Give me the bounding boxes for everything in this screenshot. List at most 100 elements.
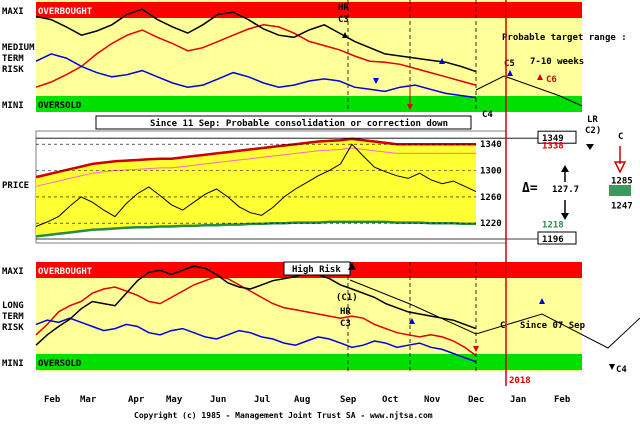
medium-c3-annotation: C3: [338, 15, 349, 25]
month-label-11: Jan: [510, 395, 526, 405]
long-red-series: [35, 275, 477, 357]
price-panel: 1349 1340 1338 1300 1285 1260 1247 1220 1218 1196…: [2, 115, 633, 245]
long-risk-label-2: TERM: [2, 312, 24, 322]
price-level-label-1260: 1260: [480, 193, 502, 203]
medium-blue-series: [35, 53, 477, 99]
month-label-3: May: [166, 395, 183, 405]
price-upper-inner: [35, 147, 476, 187]
long-blue-series: [35, 317, 477, 363]
medium-overbought-band: [36, 2, 582, 18]
delta-value: 127.7: [552, 185, 579, 195]
month-label-8: Oct: [382, 395, 398, 405]
price-level-label-1349: 1349: [542, 134, 564, 144]
price-level-label-1300: 1300: [480, 167, 502, 177]
c2-marker: [586, 144, 594, 150]
price-lower-band: [35, 220, 476, 238]
medium-maxi-label: MAXI: [2, 7, 24, 17]
month-label-10: Dec: [468, 395, 484, 405]
medium-red-series: [35, 24, 477, 88]
consolidation-banner-box: [95, 115, 472, 130]
price-close-line: [35, 143, 477, 227]
long-risk-label-1: LONG: [2, 301, 24, 311]
medium-blue-marker-1: [373, 78, 379, 84]
high-risk-marker: [348, 262, 356, 270]
long-c4-annotation: C4: [616, 365, 627, 375]
long-since-annotation: Since 07 Sep: [520, 320, 586, 331]
high-risk-label: High Risk: [292, 264, 341, 275]
long-grid: [347, 262, 477, 372]
long-mini-label: MINI: [2, 359, 24, 369]
long-oversold-label: OVERSOLD: [38, 359, 82, 369]
long-c4-marker: [609, 364, 615, 370]
long-c3-annotation: C3: [340, 319, 351, 329]
lr-label: LR: [587, 115, 598, 125]
medium-c6-marker: [537, 74, 543, 80]
month-label-6: Aug: [294, 395, 310, 405]
long-c1-annotation: (C1): [336, 293, 358, 303]
price-level-box-1349: [537, 130, 577, 144]
medium-risk-label-1: MEDIUM: [2, 43, 35, 53]
medium-hr-marker: [342, 32, 348, 38]
month-label-2: Apr: [128, 395, 145, 405]
price-band-fill: [36, 138, 476, 237]
long-blue-marker-1: [409, 318, 415, 324]
month-label-7: Sep: [340, 395, 357, 405]
medium-term-background: [36, 0, 582, 112]
consolidation-banner-text: Since 11 Sep: Probable consolidation or …: [150, 118, 448, 129]
price-level-label-1338: 1338: [542, 142, 564, 152]
price-level-label-1218: 1218: [542, 221, 564, 231]
medium-projection-line: [475, 75, 583, 107]
long-hr-annotation: HR: [340, 307, 351, 317]
c-red-arrow-head: [613, 161, 627, 174]
medium-hr-annotation: HR: [338, 3, 349, 13]
medium-c6-annotation: C6: [546, 75, 557, 85]
copyright-text: Copyright (c) 1985 - Management Joint Tr…: [134, 410, 433, 420]
c2-label: C2): [585, 126, 601, 136]
long-oversold-band: [36, 354, 582, 370]
price-level-label-1285: 1285: [611, 176, 633, 186]
month-label-5: Jul: [254, 395, 270, 405]
price-label: PRICE: [2, 181, 29, 191]
medium-risk-label-2: TERM: [2, 54, 24, 64]
medium-oversold-label: OVERSOLD: [38, 101, 82, 111]
medium-oversold-band: [36, 96, 582, 112]
year-2018-label: 2018: [509, 376, 531, 386]
long-blue-marker-2: [539, 298, 545, 304]
price-level-label-1220: 1220: [480, 219, 502, 229]
long-term-panel: OVERBOUGHT OVERSOLD MAXI MINI LONG TERM …: [2, 261, 640, 375]
target-green-box: [609, 185, 631, 196]
delta-symbol: Δ=: [522, 181, 538, 196]
target-range-label: Probable target range :: [502, 33, 627, 43]
medium-red-arrow-head: [407, 104, 413, 110]
price-level-box-1196: [537, 231, 577, 245]
long-maxi-label: MAXI: [2, 267, 24, 277]
month-label-0: Feb: [44, 395, 61, 405]
price-level-label-1196: 1196: [542, 235, 564, 245]
long-projection-line: [349, 279, 640, 349]
medium-c5-annotation: C5: [504, 59, 515, 69]
month-label-12: Feb: [554, 395, 571, 405]
long-term-background: [36, 262, 582, 372]
delta-arrow-up-head: [561, 165, 569, 172]
medium-c5-marker: [507, 70, 513, 76]
target-weeks-label: 7-10 weeks: [530, 57, 584, 67]
month-label-9: Nov: [424, 395, 441, 405]
medium-overbought-label: OVERBOUGHT: [38, 7, 93, 17]
price-levels: 1349 1340 1338 1300 1285 1260 1247 1220 1218 1196: [36, 130, 633, 245]
medium-mini-label: MINI: [2, 101, 24, 111]
month-axis: Feb Mar Apr May Jun Jul Aug Sep Oct Nov Dec Jan Feb: [44, 395, 571, 405]
long-overbought-label: OVERBOUGHT: [38, 267, 93, 277]
long-black-series: [35, 265, 477, 346]
month-label-4: Jun: [210, 395, 226, 405]
c-label: C: [618, 132, 623, 142]
medium-term-panel: OVERBOUGHT OVERSOLD MAXI MINI MEDIUM TER…: [2, 0, 627, 120]
long-risk-label-3: RISK: [2, 323, 24, 333]
medium-risk-label-3: RISK: [2, 65, 24, 75]
medium-blue-marker-2: [439, 58, 445, 64]
price-level-label-1340: 1340: [480, 140, 502, 150]
medium-c4-annotation: C4: [482, 110, 493, 120]
medium-black-series: [35, 8, 477, 73]
long-red-marker: [473, 346, 479, 352]
price-level-label-1247: 1247: [611, 201, 633, 211]
